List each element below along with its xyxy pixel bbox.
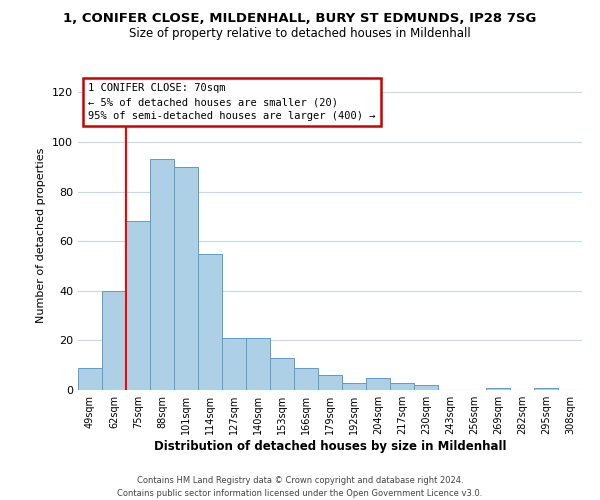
Text: 1, CONIFER CLOSE, MILDENHALL, BURY ST EDMUNDS, IP28 7SG: 1, CONIFER CLOSE, MILDENHALL, BURY ST ED…	[64, 12, 536, 26]
X-axis label: Distribution of detached houses by size in Mildenhall: Distribution of detached houses by size …	[154, 440, 506, 453]
Bar	[342, 382, 366, 390]
Bar	[78, 368, 102, 390]
Bar	[270, 358, 294, 390]
Bar	[222, 338, 246, 390]
Bar	[366, 378, 390, 390]
Bar	[246, 338, 270, 390]
Bar	[198, 254, 222, 390]
Bar	[126, 222, 150, 390]
Y-axis label: Number of detached properties: Number of detached properties	[37, 148, 46, 322]
Text: Size of property relative to detached houses in Mildenhall: Size of property relative to detached ho…	[129, 28, 471, 40]
Bar	[318, 375, 342, 390]
Bar	[486, 388, 510, 390]
Bar	[150, 160, 174, 390]
Bar	[294, 368, 318, 390]
Text: Contains HM Land Registry data © Crown copyright and database right 2024.
Contai: Contains HM Land Registry data © Crown c…	[118, 476, 482, 498]
Bar	[174, 167, 198, 390]
Bar	[414, 385, 438, 390]
Text: 1 CONIFER CLOSE: 70sqm
← 5% of detached houses are smaller (20)
95% of semi-deta: 1 CONIFER CLOSE: 70sqm ← 5% of detached …	[88, 83, 376, 121]
Bar	[102, 291, 126, 390]
Bar	[534, 388, 558, 390]
Bar	[390, 382, 414, 390]
